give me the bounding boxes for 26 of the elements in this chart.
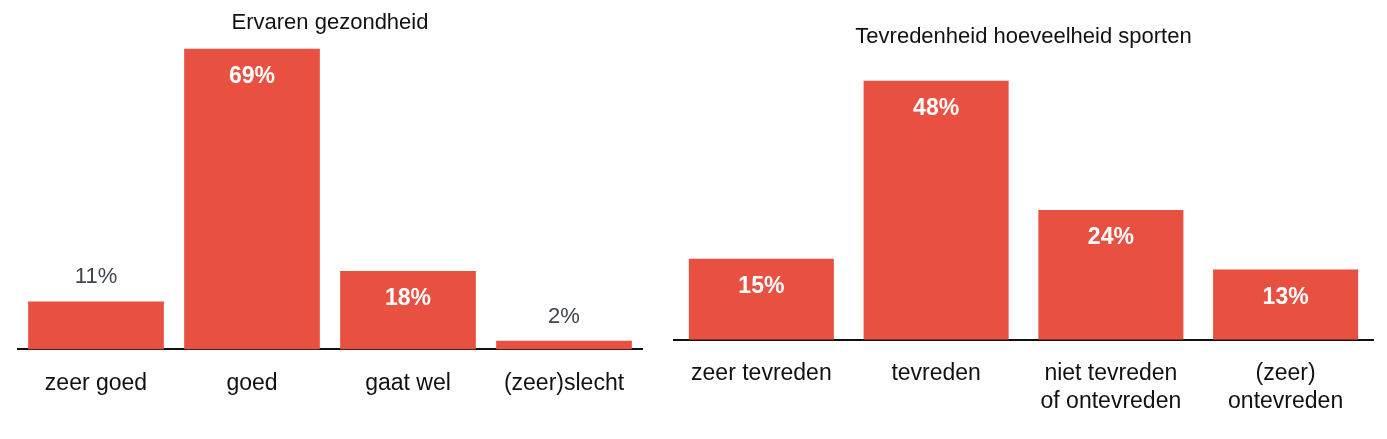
data-label: 69% [228,61,276,88]
x-tick-label: tevreden [891,358,981,385]
data-label: 15% [738,272,785,299]
data-label: 18% [384,284,432,311]
bar [688,258,834,340]
bar [1038,210,1184,340]
data-label: 48% [913,93,960,120]
x-tick-label: (zeer) ontevreden [1228,358,1344,413]
x-tick-label: gaat wel [365,368,451,395]
data-label: 2% [548,302,580,328]
bar [496,340,632,350]
x-tick-label: goed [226,368,278,395]
bar [340,270,476,350]
data-label: 11% [74,263,118,289]
data-label: 13% [1262,282,1309,309]
data-label: 24% [1087,223,1134,250]
bar [1213,269,1359,340]
bar [863,80,1009,340]
chart-title: Tevredenheid hoeveelheid sporten [855,23,1192,49]
x-tick-label: niet tevreden of ontevreden [1040,358,1182,413]
x-tick-label: zeer goed [44,368,148,395]
bar [184,48,320,350]
chart-title: Ervaren gezondheid [231,9,429,35]
x-tick-label: zeer tevreden [691,358,832,385]
bar [28,301,164,350]
x-tick-label: (zeer)slecht [503,368,625,395]
